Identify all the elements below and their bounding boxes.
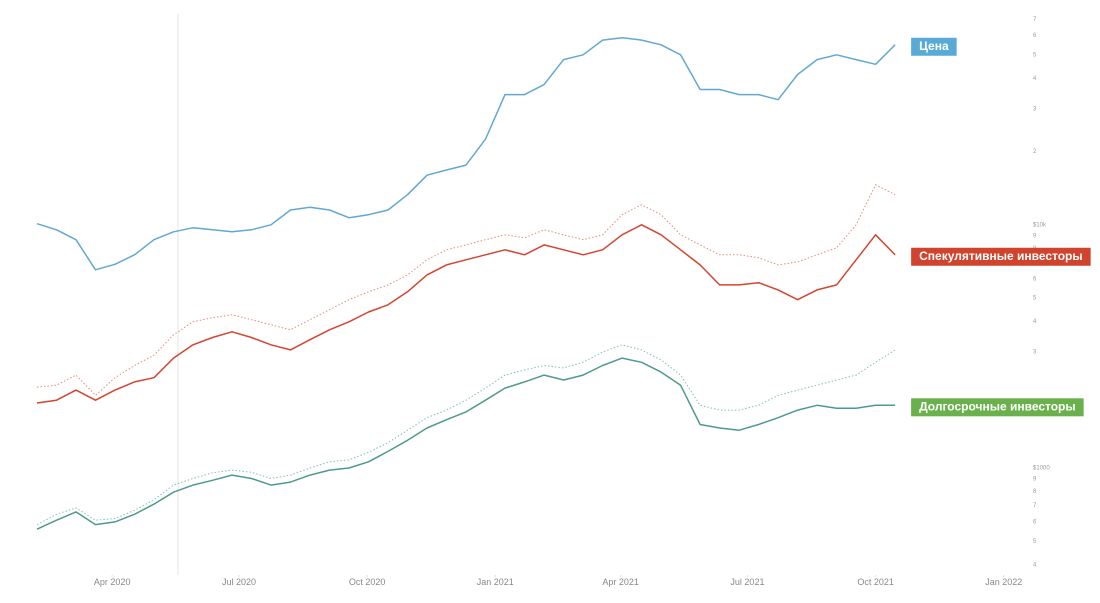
y-tick-label: 5 xyxy=(1033,539,1037,545)
series-label-text: Долгосрочные инвесторы xyxy=(919,399,1076,413)
x-tick-label: Apr 2021 xyxy=(602,577,639,587)
series-label: Долгосрочные инвесторы xyxy=(911,398,1084,417)
series-label: Спекулятивные инвесторы xyxy=(911,247,1091,266)
series-label-box xyxy=(911,37,957,56)
x-tick-label: Oct 2021 xyxy=(857,577,894,587)
x-tick-label: Jul 2020 xyxy=(222,577,256,587)
y-tick-label: 7 xyxy=(1033,503,1037,509)
y-tick-label: $1000 xyxy=(1033,466,1050,472)
y-tick-label: 3 xyxy=(1033,106,1037,112)
series-label: Цена xyxy=(911,37,957,56)
dotted-line xyxy=(36,344,896,526)
y-tick-label: 4 xyxy=(1033,76,1037,82)
x-tick-label: Oct 2020 xyxy=(349,577,386,587)
y-tick-label: 3 xyxy=(1033,350,1037,356)
y-tick-label: 2 xyxy=(1033,149,1037,155)
series-label-text: Цена xyxy=(919,39,949,53)
series-label-text: Спекулятивные инвесторы xyxy=(919,249,1083,263)
y-tick-label: 8 xyxy=(1033,489,1037,495)
line xyxy=(36,36,896,271)
y-tick-label: 4 xyxy=(1033,319,1037,325)
x-tick-label: Apr 2020 xyxy=(94,577,131,587)
x-tick-label: Jan 2022 xyxy=(985,577,1022,587)
y-tick-label: 6 xyxy=(1033,276,1037,282)
y-tick-label: 9 xyxy=(1033,234,1037,240)
line xyxy=(36,224,896,404)
line xyxy=(36,357,896,530)
y-tick-label: 9 xyxy=(1033,477,1037,483)
y-tick-label: 7 xyxy=(1033,17,1037,23)
series-label-box xyxy=(911,398,1084,417)
y-tick-label: 5 xyxy=(1033,52,1037,58)
y-tick-label: $10k xyxy=(1033,222,1047,228)
y-tick-label: 4 xyxy=(1033,562,1037,568)
y-tick-label: 5 xyxy=(1033,296,1037,302)
series-label-box xyxy=(911,247,1091,266)
x-tick-label: Jul 2021 xyxy=(730,577,764,587)
y-tick-label: 6 xyxy=(1033,33,1037,39)
y-tick-label: 6 xyxy=(1033,520,1037,526)
x-tick-label: Jan 2021 xyxy=(477,577,514,587)
